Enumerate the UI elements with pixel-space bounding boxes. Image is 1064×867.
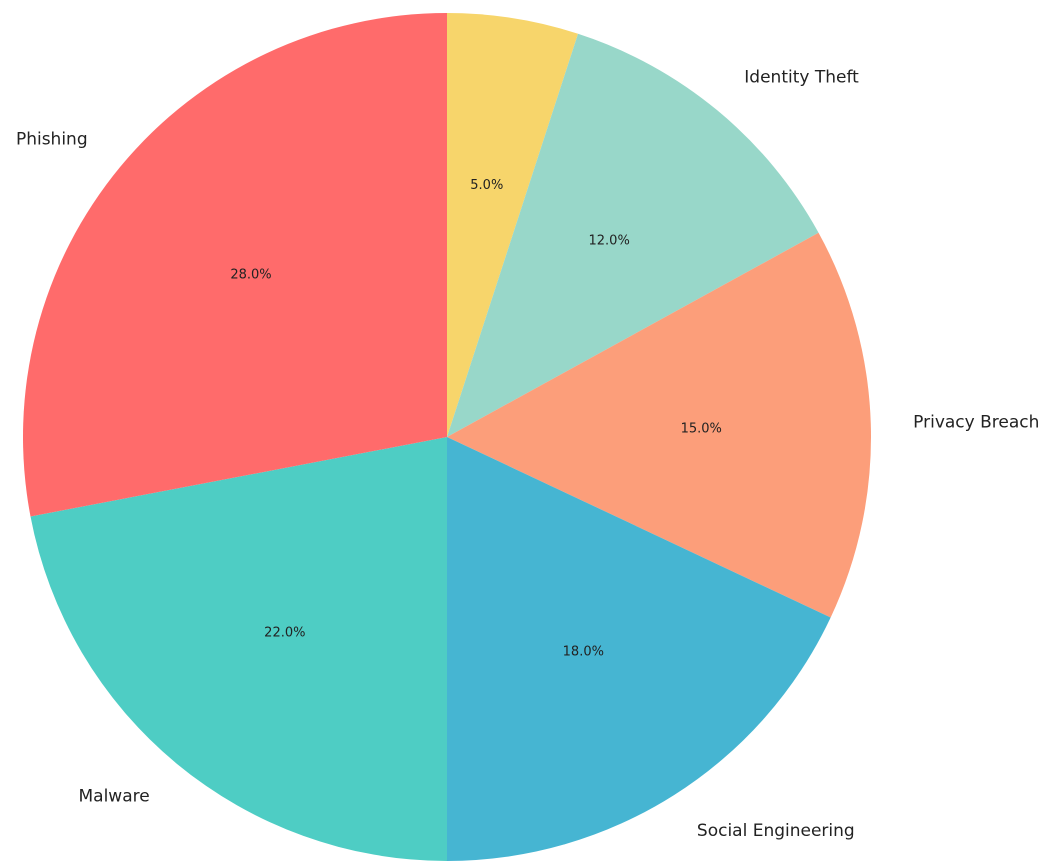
pct-label-slice-0: 5.0% [470, 178, 503, 193]
category-label-malware: Malware [78, 786, 149, 806]
pie-slice-malware [30, 437, 448, 861]
pie-slice-identity-theft [447, 33, 819, 437]
pie-slice-slice-0 [447, 13, 579, 437]
pct-label-privacy-breach: 15.0% [681, 422, 722, 437]
pie-slice-social-engineering [447, 437, 831, 861]
pie-slice-privacy-breach [447, 232, 871, 618]
pie-slice-phishing [22, 13, 448, 517]
pct-label-identity-theft: 12.0% [589, 233, 630, 248]
category-label-phishing: Phishing [16, 130, 88, 150]
category-label-privacy-breach: Privacy Breach [913, 412, 1039, 432]
pct-label-social-engineering: 18.0% [563, 644, 604, 659]
category-labels: Identity Theft Privacy Breach Social Engin… [16, 68, 1039, 841]
pie-slices [22, 13, 871, 861]
percentage-labels: 5.0% 12.0% 15.0% 18.0% 22.0% 28.0% [230, 178, 722, 659]
category-label-social-engineering: Social Engineering [697, 821, 855, 841]
pct-label-phishing: 28.0% [230, 267, 271, 282]
pct-label-malware: 22.0% [264, 626, 305, 641]
category-label-identity-theft: Identity Theft [744, 68, 859, 88]
